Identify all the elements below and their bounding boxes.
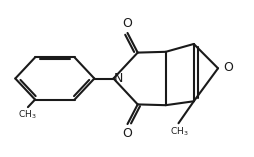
Text: CH$_3$: CH$_3$ xyxy=(170,126,188,138)
Text: O: O xyxy=(122,127,131,141)
Text: O: O xyxy=(122,16,131,30)
Text: CH$_3$: CH$_3$ xyxy=(18,109,37,122)
Text: O: O xyxy=(222,61,232,74)
Text: N: N xyxy=(114,72,123,85)
